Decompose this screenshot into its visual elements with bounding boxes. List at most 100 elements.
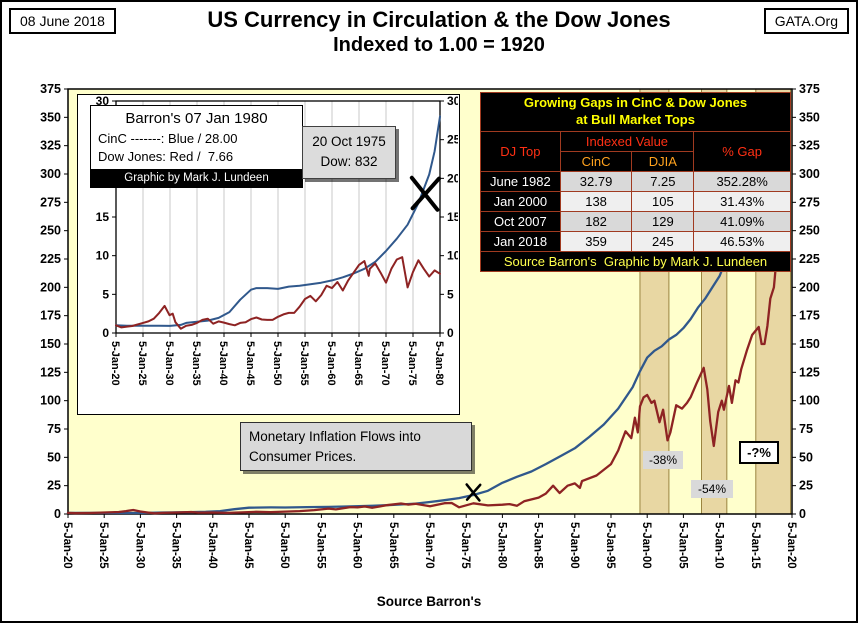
y-tick-label: 100 bbox=[799, 394, 820, 408]
inset-x-tick: 5-Jan-50 bbox=[271, 341, 283, 386]
series-dow-jones bbox=[66, 235, 782, 515]
x-tick-label: 5-Jan-25 bbox=[97, 522, 109, 569]
x-tick-label: 5-Jan-80 bbox=[495, 522, 507, 569]
y-tick-label: 75 bbox=[799, 422, 813, 436]
x-marker bbox=[465, 483, 482, 501]
x-tick-label: 5-Jan-65 bbox=[387, 522, 399, 569]
x-tick-label: 5-Jan-20 bbox=[785, 522, 797, 569]
inset-x-tick: 5-Jan-80 bbox=[433, 341, 445, 386]
y-tick-label: 250 bbox=[799, 224, 820, 238]
inset-x-tick: 5-Jan-25 bbox=[136, 341, 148, 386]
inset-y-tick: 30 bbox=[447, 95, 458, 108]
y-tick-label: 200 bbox=[40, 280, 61, 294]
table-row: Jan 2000 138 105 31.43% bbox=[480, 190, 791, 212]
x-tick-label: 5-Jan-00 bbox=[640, 522, 652, 569]
y-tick-label: 275 bbox=[40, 195, 61, 209]
cinc-value: 32.79 bbox=[559, 170, 633, 192]
x-tick-label: 5-Jan-20 bbox=[61, 522, 73, 569]
y-tick-label: 250 bbox=[40, 224, 61, 238]
x-tick-label: 5-Jan-70 bbox=[423, 522, 435, 569]
x-marker bbox=[410, 176, 442, 211]
x-tick-label: 5-Jan-10 bbox=[713, 522, 725, 569]
gap-value: 31.43% bbox=[693, 190, 791, 212]
plot-border bbox=[115, 100, 441, 334]
y-tick-label: 25 bbox=[47, 479, 61, 493]
y-tick-label: 325 bbox=[799, 139, 820, 153]
series-cinc bbox=[115, 115, 441, 327]
inset-x-tick: 5-Jan-30 bbox=[163, 341, 175, 386]
gaps-table-title: Growing Gaps in CinC & Dow Jones at Bull… bbox=[480, 92, 791, 132]
inset-legend-title: Barron's 07 Jan 1980 bbox=[125, 110, 268, 127]
table-row: Oct 2007 182 129 41.09% bbox=[480, 210, 791, 232]
col-header-indexed-value: Indexed Value bbox=[559, 130, 695, 152]
dow-832-note: 20 Oct 1975 Dow: 832 bbox=[302, 126, 396, 179]
inset-x-tick: 5-Jan-35 bbox=[190, 341, 202, 386]
x-tick-label: 5-Jan-60 bbox=[351, 522, 363, 569]
inset-x-tick: 5-Jan-20 bbox=[109, 341, 121, 386]
inset-legend-credit: Graphic by Mark J. Lundeen bbox=[91, 169, 302, 187]
y-tick-label: 25 bbox=[799, 479, 813, 493]
inset-chart: 0055101015152020252530305-Jan-205-Jan-25… bbox=[77, 94, 460, 415]
inset-y-tick: 10 bbox=[447, 249, 458, 263]
series-dow-jones bbox=[115, 256, 441, 330]
col-header-gap: % Gap bbox=[693, 130, 791, 172]
gaps-table-title-line1: Growing Gaps in CinC & Dow Jones bbox=[523, 95, 748, 110]
gaps-table: Growing Gaps in CinC & Dow Jones at Bull… bbox=[480, 92, 791, 272]
djia-value: 105 bbox=[631, 190, 695, 212]
y-tick-label: 300 bbox=[799, 167, 820, 181]
x-tick-label: 5-Jan-45 bbox=[242, 522, 254, 569]
inset-x-tick: 5-Jan-40 bbox=[217, 341, 229, 386]
x-tick-label: 5-Jan-90 bbox=[568, 522, 580, 569]
monetary-inflation-note-line1: Monetary Inflation Flows into bbox=[249, 429, 421, 444]
y-tick-label: 100 bbox=[40, 394, 61, 408]
x-tick-label: 5-Jan-30 bbox=[133, 522, 145, 569]
y-tick-label: 350 bbox=[40, 110, 61, 124]
inset-legend: Barron's 07 Jan 1980 CinC -------: Blue … bbox=[90, 105, 303, 188]
y-tick-label: 175 bbox=[799, 309, 820, 323]
col-header-dj-top: DJ Top bbox=[480, 130, 561, 172]
chart-title-line1: US Currency in Circulation & the Dow Jon… bbox=[207, 7, 671, 32]
inset-x-tick: 5-Jan-70 bbox=[379, 341, 391, 386]
drawdown-54-label: -54% bbox=[691, 480, 733, 498]
x-tick-label: 5-Jan-05 bbox=[676, 522, 688, 569]
inset-x-tick: 5-Jan-60 bbox=[325, 341, 337, 386]
inset-x-tick: 5-Jan-55 bbox=[298, 341, 310, 386]
x-tick-label: 5-Jan-50 bbox=[278, 522, 290, 569]
inset-legend-cinc-entry: CinC -------: Blue / 28.00 bbox=[98, 131, 238, 146]
cinc-value: 359 bbox=[559, 230, 633, 252]
x-tick-label: 5-Jan-15 bbox=[749, 522, 761, 569]
y-tick-label: 150 bbox=[40, 337, 61, 351]
y-tick-label: 175 bbox=[40, 309, 61, 323]
y-tick-label: 0 bbox=[54, 507, 61, 521]
row-label: Jan 2000 bbox=[480, 190, 561, 212]
inset-y-tick: 5 bbox=[447, 287, 454, 301]
inset-chart-canvas: 0055101015152020252530305-Jan-205-Jan-25… bbox=[96, 95, 458, 386]
y-tick-label: 375 bbox=[799, 82, 820, 96]
x-tick-label: 5-Jan-35 bbox=[170, 522, 182, 569]
table-row: Jan 2018 359 245 46.53% bbox=[480, 230, 791, 252]
y-tick-label: 300 bbox=[40, 167, 61, 181]
dow-832-note-date: 20 Oct 1975 bbox=[312, 134, 386, 149]
y-tick-label: 200 bbox=[799, 280, 820, 294]
x-tick-label: 5-Jan-95 bbox=[604, 522, 616, 569]
table-row: June 1982 32.79 7.25 352.28% bbox=[480, 170, 791, 192]
gap-value: 41.09% bbox=[693, 210, 791, 232]
chart-title-line2: Indexed to 1.00 = 1920 bbox=[333, 34, 545, 57]
y-tick-label: 375 bbox=[40, 82, 61, 96]
gaps-table-footer: Source Barron's Graphic by Mark J. Lunde… bbox=[480, 250, 791, 272]
inset-x-tick: 5-Jan-75 bbox=[406, 341, 418, 386]
y-tick-label: 50 bbox=[799, 450, 813, 464]
plot-border bbox=[67, 88, 793, 515]
inset-x-tick: 5-Jan-65 bbox=[352, 341, 364, 386]
gaps-table-title-line2: at Bull Market Tops bbox=[576, 111, 695, 127]
gata-org-label: GATA.Org bbox=[763, 8, 849, 34]
row-label: June 1982 bbox=[480, 170, 561, 192]
y-tick-label: 275 bbox=[799, 195, 820, 209]
inset-y-tick: 5 bbox=[102, 287, 109, 301]
cinc-value: 182 bbox=[559, 210, 633, 232]
inset-y-tick: 10 bbox=[96, 249, 110, 263]
date-label: 08 June 2018 bbox=[9, 8, 116, 34]
x-tick-label: 5-Jan-75 bbox=[459, 522, 471, 569]
row-label: Jan 2018 bbox=[480, 230, 561, 252]
